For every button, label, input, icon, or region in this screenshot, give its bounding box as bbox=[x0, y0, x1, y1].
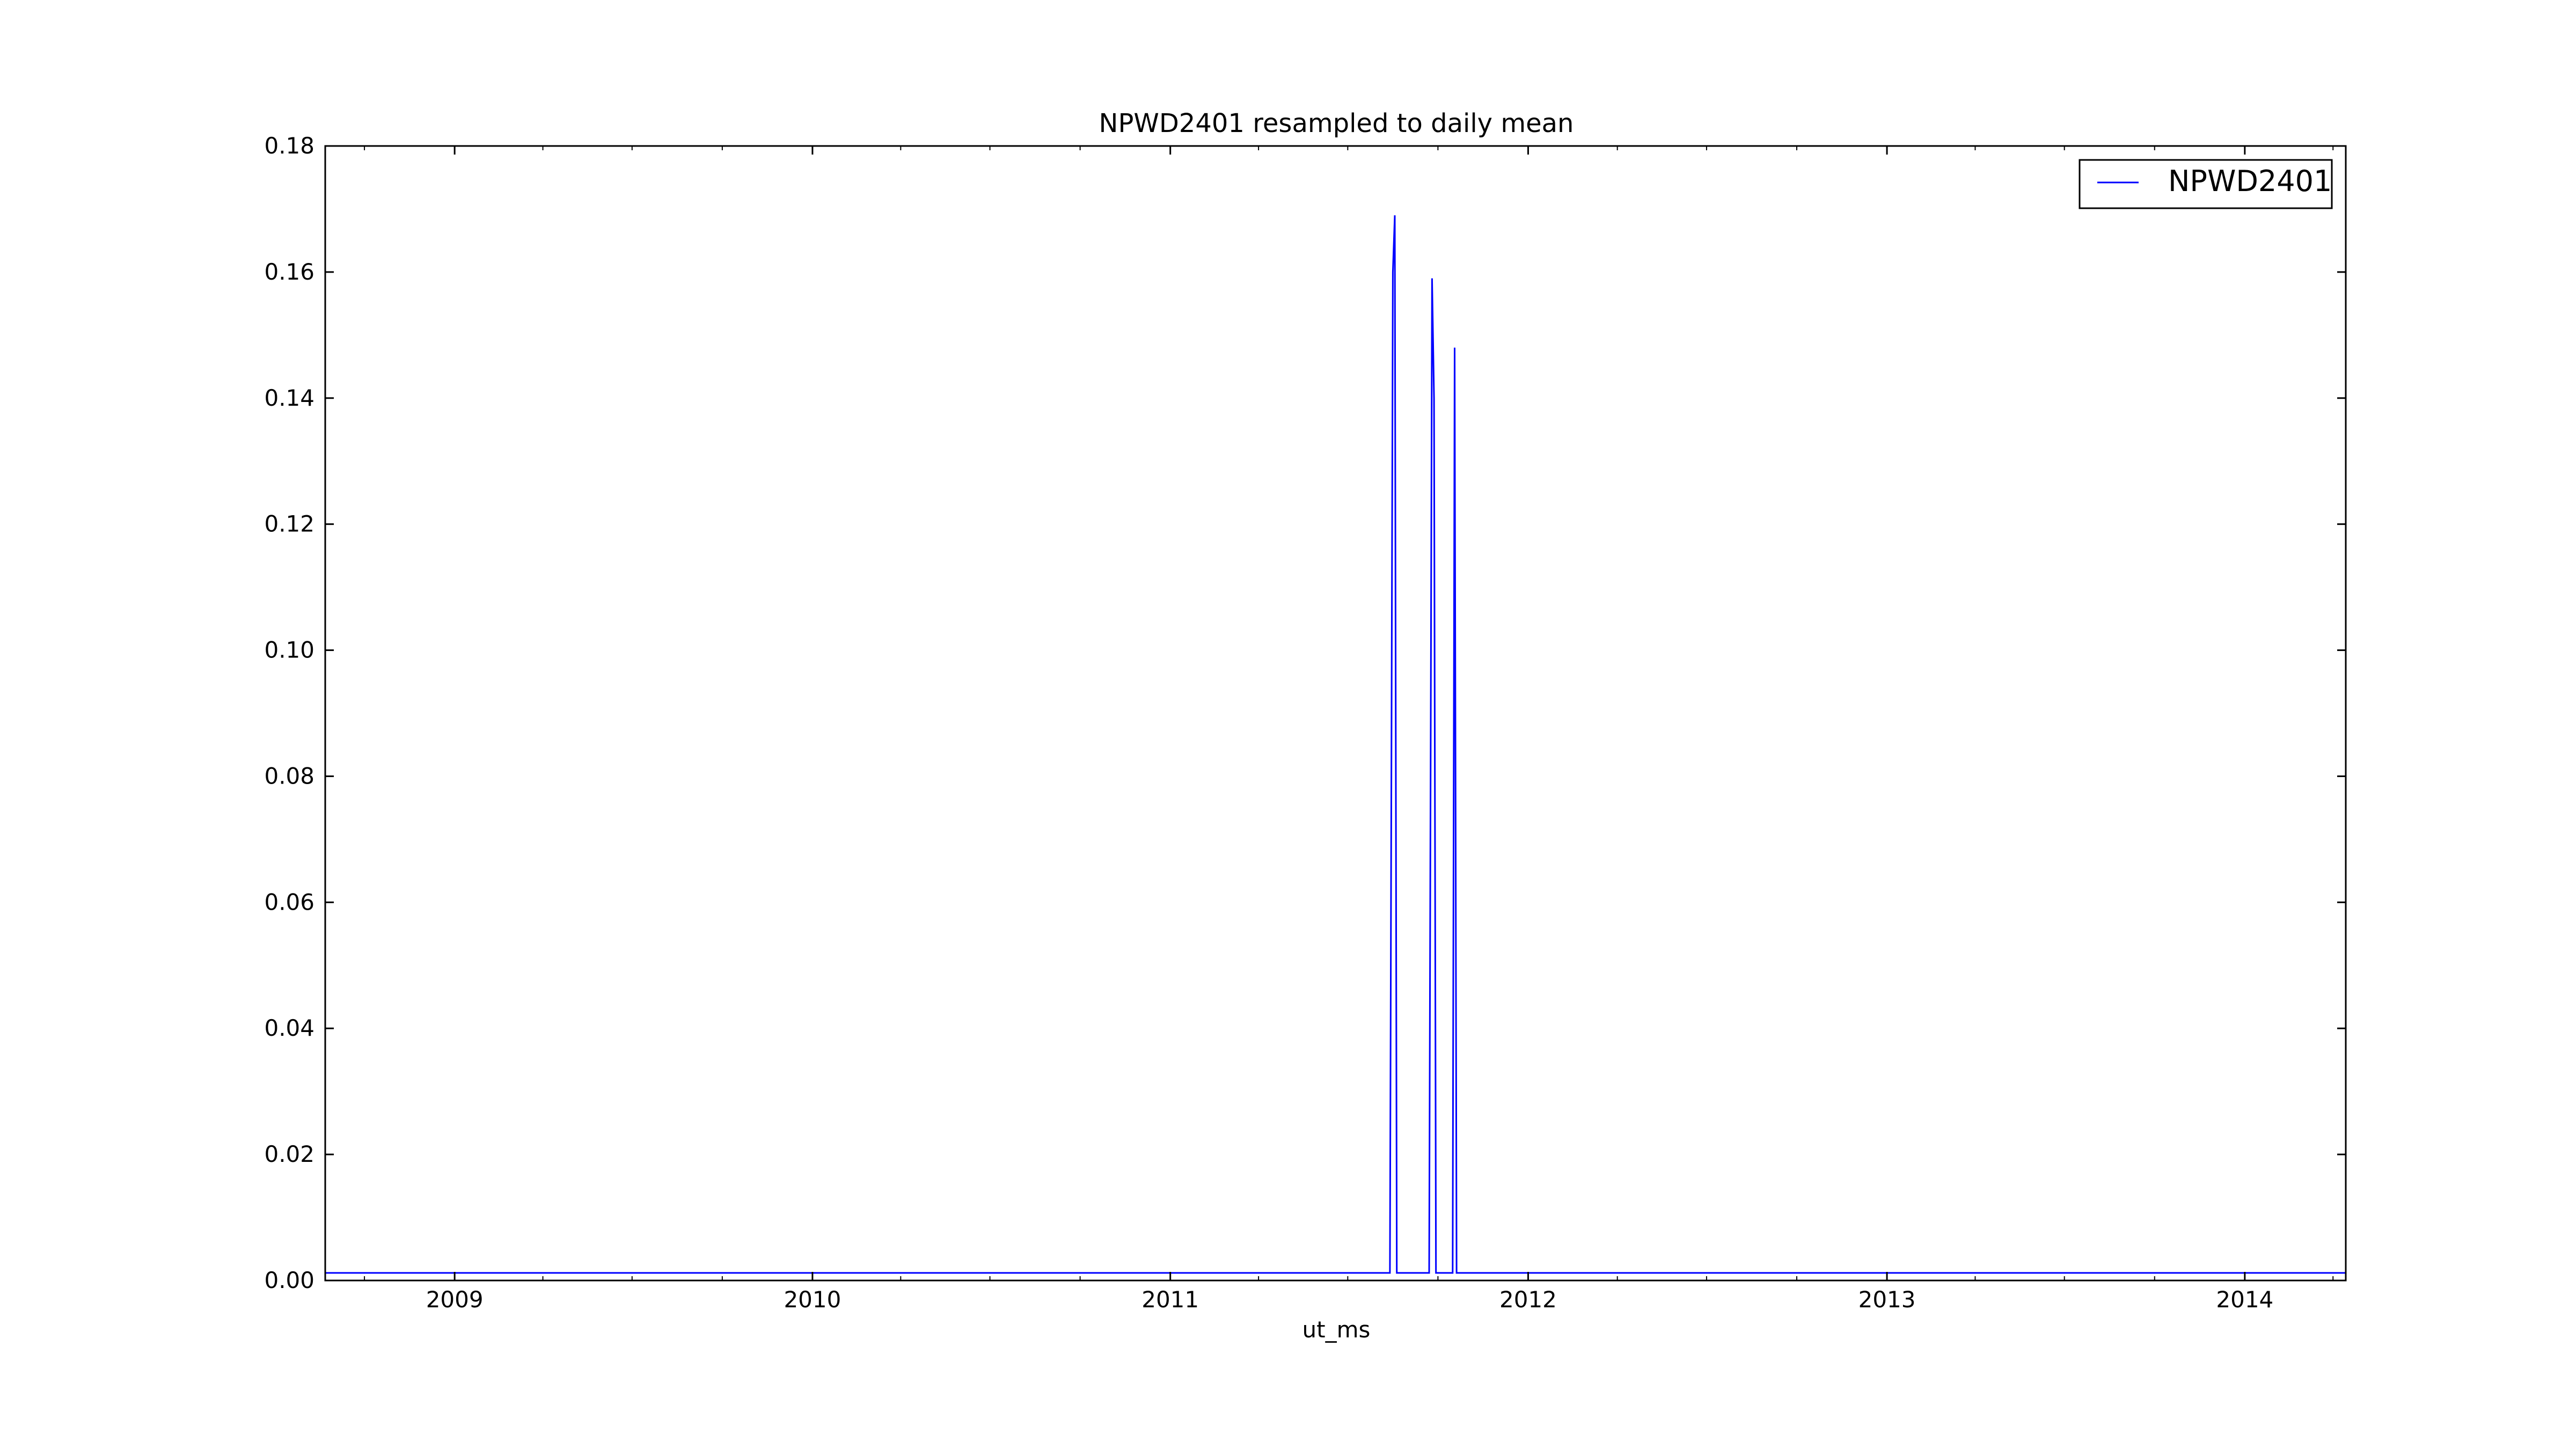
y-tick-label: 0.08 bbox=[264, 763, 314, 789]
plot-area: 0.00 0.02 0.04 0.06 0.08 0.10 0.12 0.14 0.16 0.18… bbox=[264, 133, 2347, 1313]
legend-box bbox=[2079, 159, 2333, 209]
series-line-0 bbox=[325, 215, 2346, 1274]
x-tick-label: 2010 bbox=[784, 1286, 841, 1313]
legend: NPWD2401 bbox=[2079, 159, 2333, 209]
x-tick-label: 2011 bbox=[1141, 1286, 1199, 1313]
y-tick-label: 0.14 bbox=[264, 385, 314, 411]
y-tick-label: 0.12 bbox=[264, 511, 314, 537]
axes-frame bbox=[324, 145, 2347, 1282]
x-axis-label: ut_ms bbox=[1302, 1316, 1371, 1343]
legend-label: NPWD2401 bbox=[2168, 164, 2332, 198]
y-tick-label: 0.04 bbox=[264, 1015, 314, 1041]
x-tick-label: 2012 bbox=[1499, 1286, 1557, 1313]
y-tick-label: 0.10 bbox=[264, 637, 314, 663]
chart-title: NPWD2401 resampled to daily mean bbox=[1099, 108, 1574, 138]
x-tick-label: 2013 bbox=[1858, 1286, 1916, 1313]
y-tick-label: 0.02 bbox=[264, 1141, 314, 1167]
y-tick-label: 0.00 bbox=[264, 1267, 314, 1293]
x-tick-label: 2009 bbox=[426, 1286, 484, 1313]
y-tick-label: 0.06 bbox=[264, 889, 314, 915]
y-tick-label: 0.18 bbox=[264, 133, 314, 159]
x-tick-label: 2014 bbox=[2216, 1286, 2273, 1313]
y-tick-label: 0.16 bbox=[264, 259, 314, 285]
